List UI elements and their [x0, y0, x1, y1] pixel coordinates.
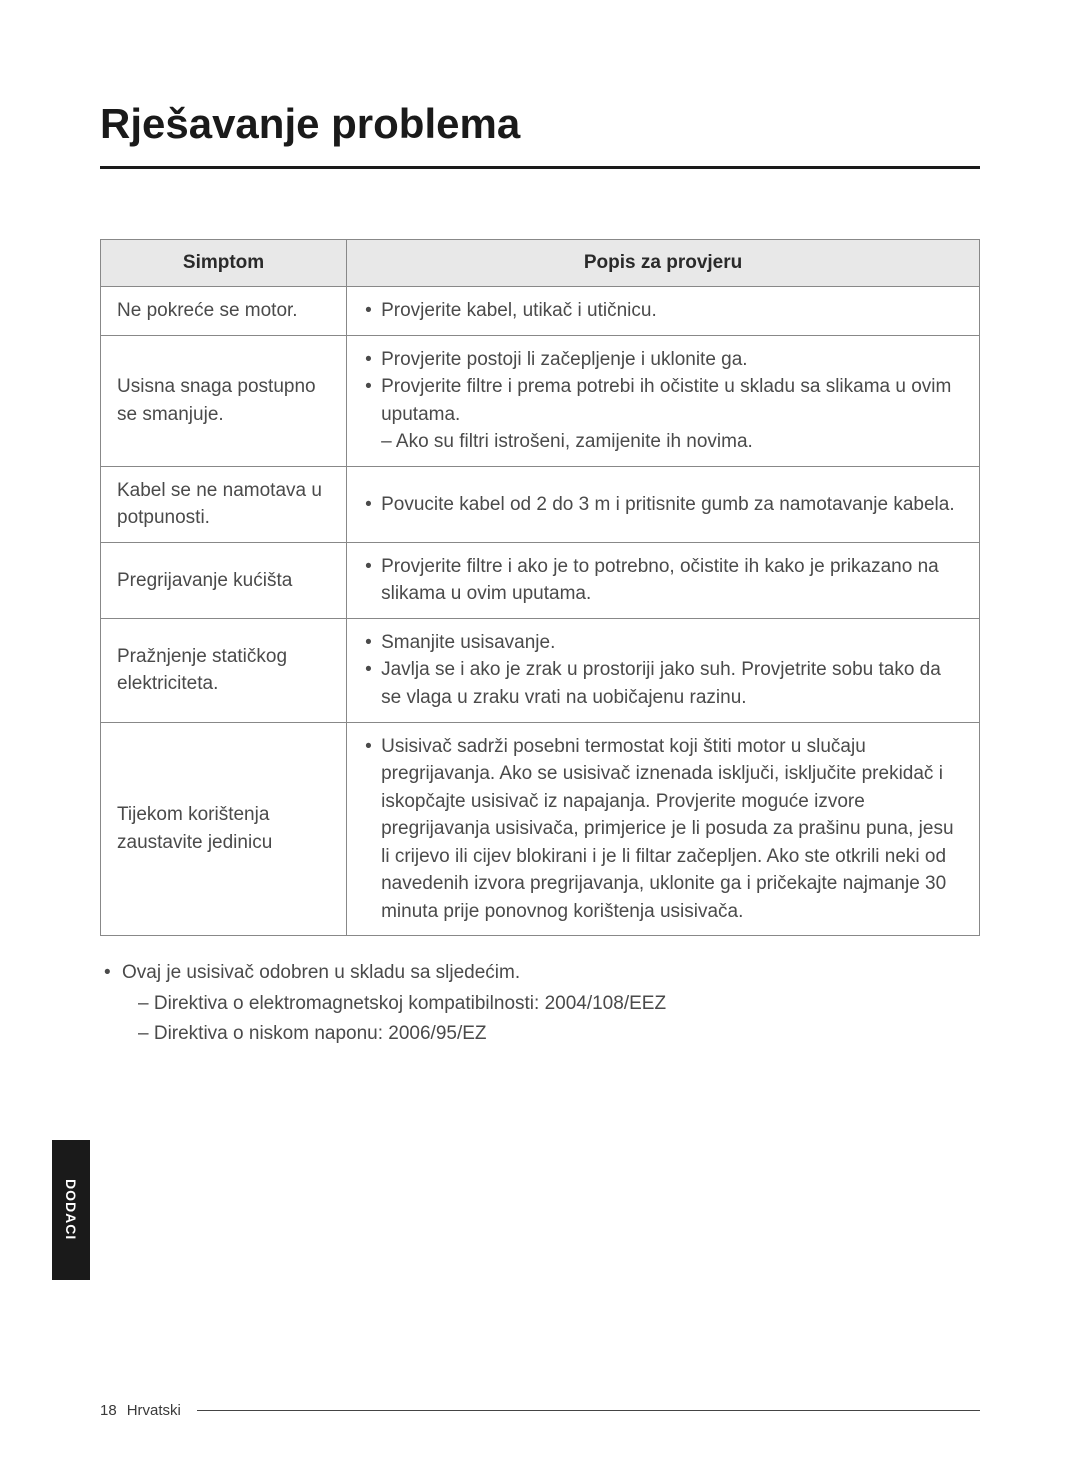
page-title: Rješavanje problema [100, 100, 980, 169]
note-main: Ovaj je usisivač odobren u skladu sa slj… [100, 958, 980, 988]
note-directive: – Direktiva o elektromagnetskoj kompatib… [100, 989, 980, 1019]
table-row: Usisna snaga postupno se smanjuje. Provj… [101, 335, 980, 466]
check-item: Provjerite kabel, utikač i utičnicu. [363, 297, 963, 325]
table-row: Kabel se ne namotava u potpunosti. Povuc… [101, 466, 980, 542]
check-subitem: – Ako su filtri istrošeni, zamijenite ih… [363, 428, 963, 456]
check-cell: Usisivač sadrži posebni termostat koji š… [347, 722, 980, 936]
symptom-cell: Ne pokreće se motor. [101, 287, 347, 336]
check-item: Provjerite filtre i prema potrebi ih oči… [363, 373, 963, 428]
table-row: Tijekom korištenja zaustavite jedinicu U… [101, 722, 980, 936]
check-cell: Povucite kabel od 2 do 3 m i pritisnite … [347, 466, 980, 542]
section-tab: DODACI [52, 1140, 90, 1280]
symptom-cell: Kabel se ne namotava u potpunosti. [101, 466, 347, 542]
symptom-cell: Pražnjenje statičkog elektriciteta. [101, 618, 347, 722]
troubleshooting-table: Simptom Popis za provjeru Ne pokreće se … [100, 239, 980, 936]
check-item: Povucite kabel od 2 do 3 m i pritisnite … [363, 491, 963, 519]
check-item: Usisivač sadrži posebni termostat koji š… [363, 733, 963, 926]
symptom-cell: Tijekom korištenja zaustavite jedinicu [101, 722, 347, 936]
note-directive: – Direktiva o niskom naponu: 2006/95/EZ [100, 1019, 980, 1049]
check-item: Javlja se i ako je zrak u prostoriji jak… [363, 656, 963, 711]
table-row: Pregrijavanje kućišta Provjerite filtre … [101, 542, 980, 618]
table-row: Ne pokreće se motor. Provjerite kabel, u… [101, 287, 980, 336]
table-header-row: Simptom Popis za provjeru [101, 240, 980, 287]
check-cell: Provjerite kabel, utikač i utičnicu. [347, 287, 980, 336]
check-cell: Smanjite usisavanje. Javlja se i ako je … [347, 618, 980, 722]
table-row: Pražnjenje statičkog elektriciteta. Sman… [101, 618, 980, 722]
language-label: Hrvatski [127, 1402, 181, 1419]
page-number: 18 [100, 1402, 117, 1419]
header-checklist: Popis za provjeru [347, 240, 980, 287]
check-item: Provjerite postoji li začepljenje i uklo… [363, 346, 963, 374]
footer-rule [197, 1410, 980, 1411]
symptom-cell: Usisna snaga postupno se smanjuje. [101, 335, 347, 466]
page-footer: 18 Hrvatski [100, 1402, 980, 1419]
check-item: Smanjite usisavanje. [363, 629, 963, 657]
check-cell: Provjerite postoji li začepljenje i uklo… [347, 335, 980, 466]
check-cell: Provjerite filtre i ako je to potrebno, … [347, 542, 980, 618]
check-item: Provjerite filtre i ako je to potrebno, … [363, 553, 963, 608]
compliance-notes: Ovaj je usisivač odobren u skladu sa slj… [100, 958, 980, 1049]
symptom-cell: Pregrijavanje kućišta [101, 542, 347, 618]
header-symptom: Simptom [101, 240, 347, 287]
